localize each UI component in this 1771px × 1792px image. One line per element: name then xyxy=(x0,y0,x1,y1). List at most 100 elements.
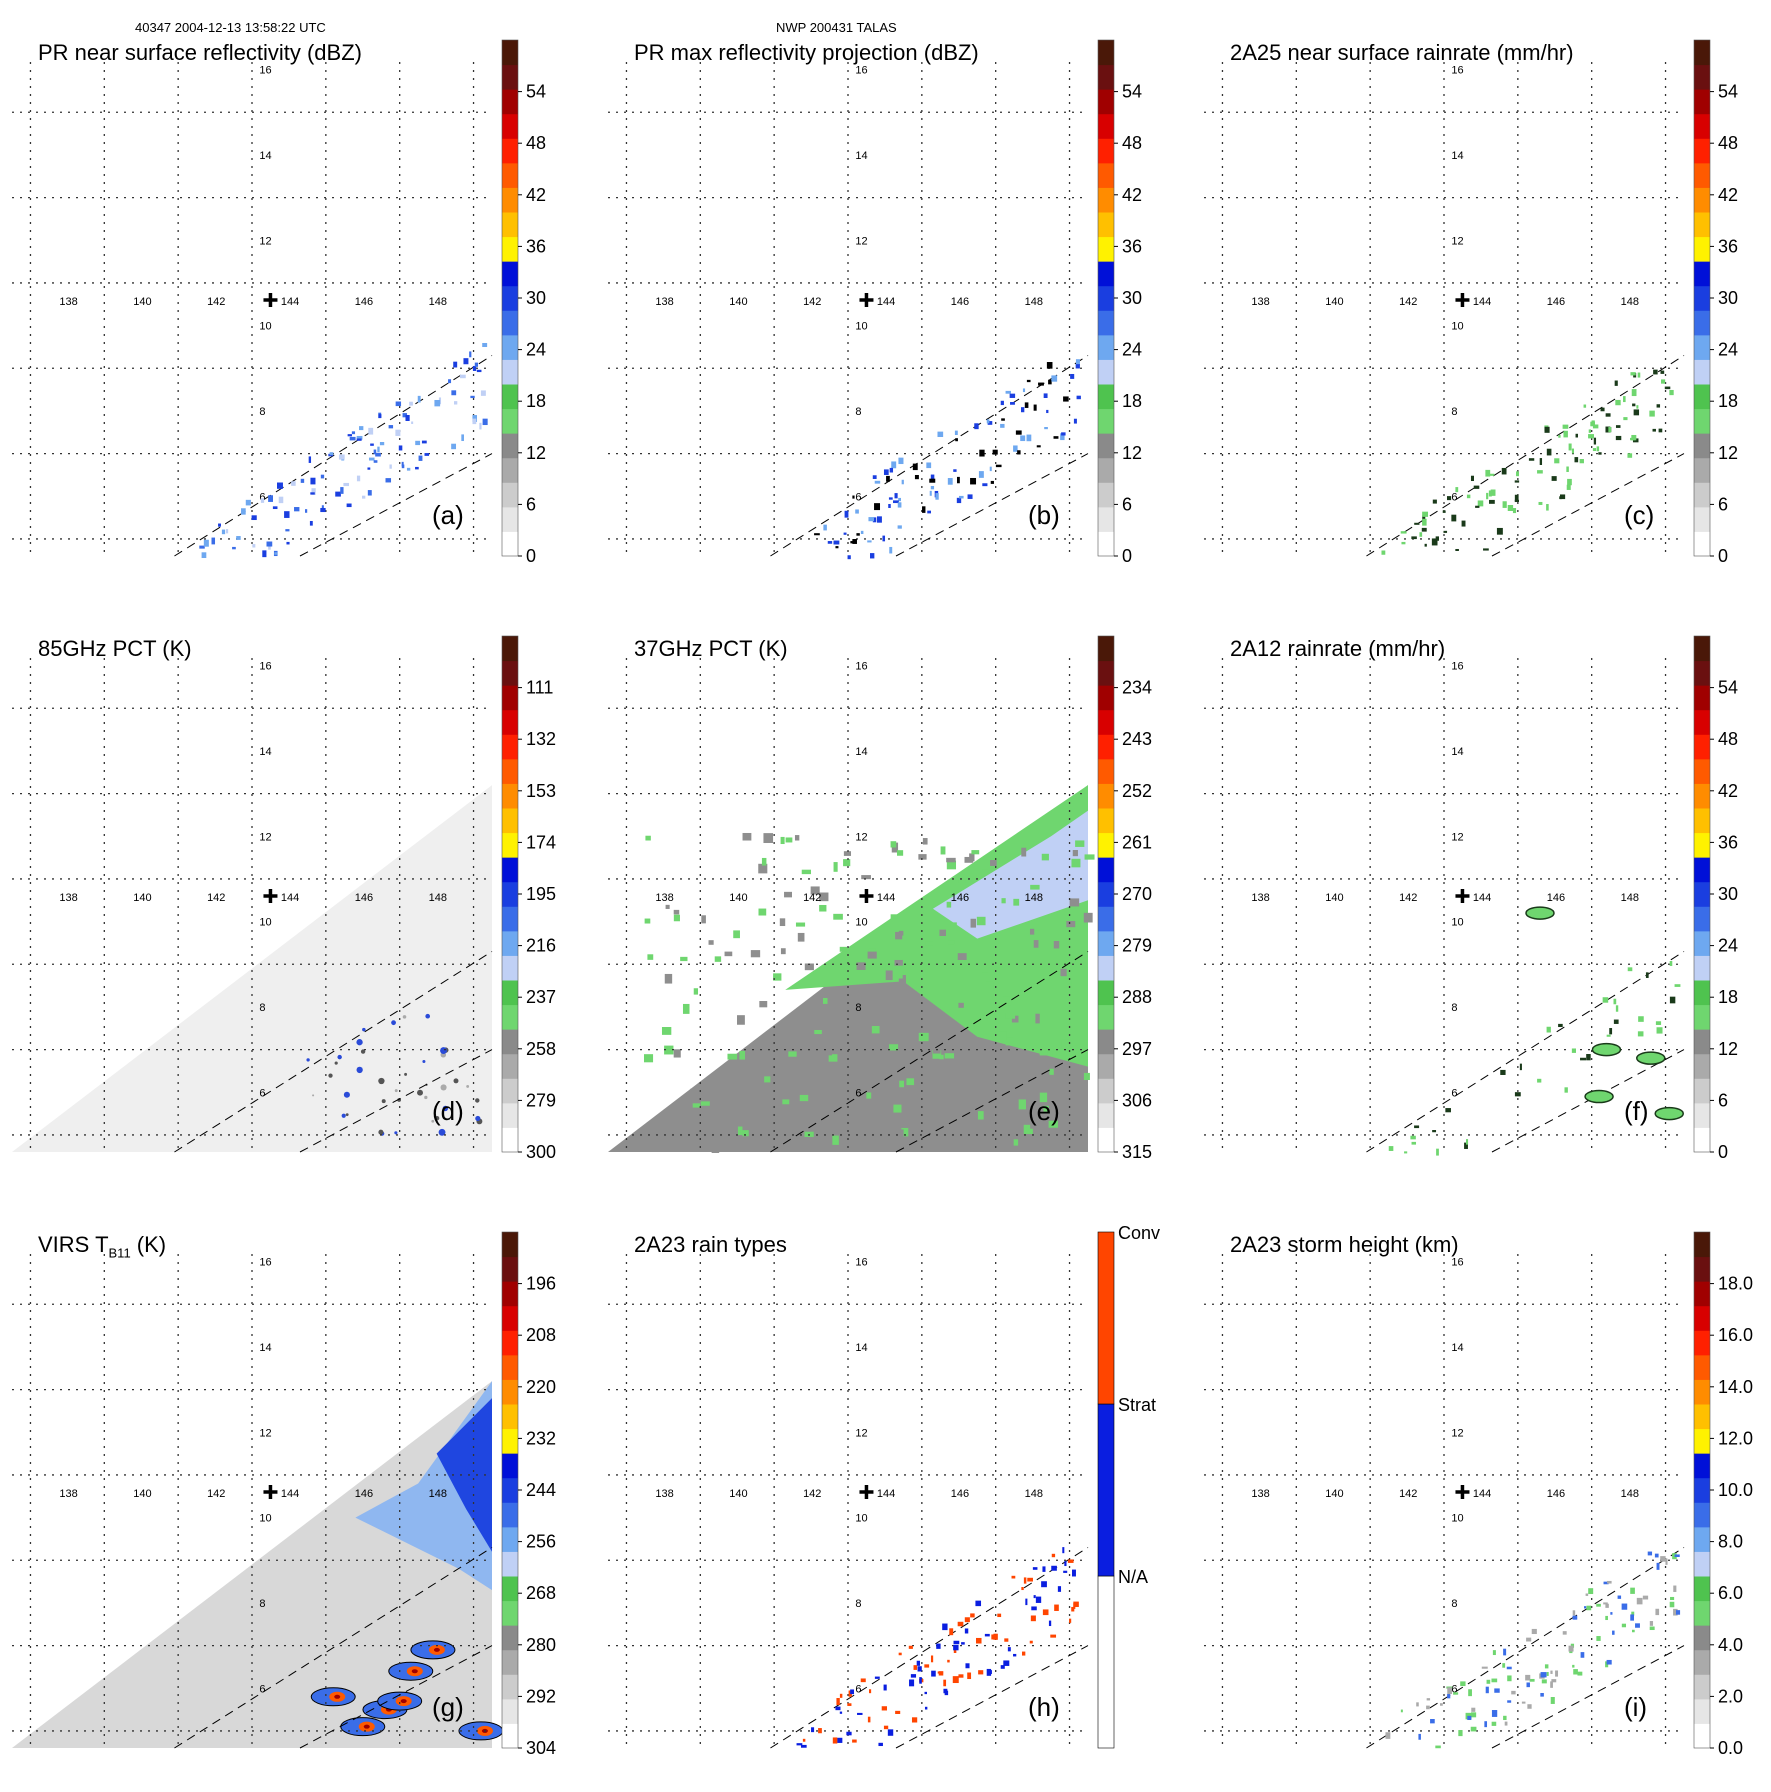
lat-label: 6 xyxy=(1451,1087,1457,1099)
colorbar-tick-label: 14.0 xyxy=(1718,1377,1753,1397)
lat-label: 8 xyxy=(855,406,861,418)
echo-pixel xyxy=(1422,511,1429,517)
echo-pixel xyxy=(251,515,257,521)
echo-pixel xyxy=(268,495,273,502)
virs-cell-peak xyxy=(334,1694,341,1699)
echo-pixel xyxy=(308,456,312,463)
echo-pixel xyxy=(368,427,374,435)
echo-pixel xyxy=(1674,984,1681,987)
echo-pixel xyxy=(1550,1670,1553,1674)
pct37-pixel xyxy=(885,970,893,981)
colorbar-segment xyxy=(502,930,518,956)
colorbar-segment xyxy=(502,1551,518,1577)
pct37-pixel xyxy=(871,1025,880,1034)
echo-pixel xyxy=(1485,469,1491,477)
lon-label: 148 xyxy=(429,1488,447,1500)
echo-pixel xyxy=(472,418,477,425)
pct37-pixel xyxy=(948,922,957,930)
echo-pixel xyxy=(1609,1028,1613,1035)
colorbar-segment xyxy=(502,1526,518,1552)
pr-swath-edge xyxy=(1491,453,1685,557)
lat-label: 12 xyxy=(855,235,867,247)
echo-pixel xyxy=(1050,1634,1057,1638)
lon-label: 140 xyxy=(133,1488,151,1500)
colorbar-tick-label: 30 xyxy=(526,288,546,308)
storm-center-marker xyxy=(1455,889,1470,903)
echo-pixel xyxy=(1466,494,1471,499)
echo-pixel xyxy=(278,496,284,504)
echo-pixel xyxy=(1432,1130,1437,1133)
colorbar-segment xyxy=(502,1698,518,1724)
echo-pixel xyxy=(1546,1026,1551,1033)
echo-pixel xyxy=(454,401,458,405)
colorbar-segment xyxy=(1694,1526,1710,1552)
echo-pixel xyxy=(395,429,401,436)
echo-pixel xyxy=(953,1640,960,1645)
echo-pixel xyxy=(356,435,363,440)
lat-label: 12 xyxy=(1451,831,1463,843)
echo-pixel xyxy=(320,474,325,479)
colorbar-tick-label: 30 xyxy=(1718,884,1738,904)
echo-pixel xyxy=(311,488,316,495)
lat-label: 6 xyxy=(259,1683,265,1695)
colorbar-segment xyxy=(1694,1330,1710,1356)
echo-pixel xyxy=(1563,430,1568,438)
echo-pixel xyxy=(1572,1615,1578,1620)
colorbar-segment xyxy=(502,384,518,410)
pct37-pixel xyxy=(1072,849,1078,857)
echo-pixel xyxy=(1630,1587,1635,1594)
lat-label: 10 xyxy=(259,1513,271,1525)
pct37-pixel xyxy=(1033,940,1039,948)
echo-pixel xyxy=(409,401,413,406)
pct37-pixel xyxy=(673,914,680,922)
panel-g: 138 140 142 144 146 148 6 8 10 12 14 16 304 292 280 268… xyxy=(0,1192,590,1792)
colorbar-segment xyxy=(502,1625,518,1651)
colorbar-segment xyxy=(502,1256,518,1282)
colorbar-segment xyxy=(502,1281,518,1307)
echo-pixel xyxy=(1477,500,1484,507)
echo-pixel xyxy=(1591,420,1595,426)
pct37-pixel xyxy=(1023,1124,1033,1135)
echo-pixel xyxy=(1658,428,1663,433)
echo-pixel xyxy=(1401,541,1406,545)
colorbar-segment xyxy=(1097,1231,1115,1405)
echo-pixel xyxy=(1481,1666,1488,1669)
echo-pixel xyxy=(1615,399,1621,406)
echo-pixel xyxy=(346,503,352,508)
echo-pixel xyxy=(1424,543,1427,547)
echo-pixel xyxy=(1588,1588,1594,1595)
lat-label: 12 xyxy=(259,1427,271,1439)
echo-pixel xyxy=(1430,1719,1435,1724)
colorbar-segment xyxy=(1694,64,1710,90)
pct37-pixel xyxy=(867,994,872,1000)
echo-pixel xyxy=(1544,1664,1549,1669)
pct37-pixel xyxy=(1078,1089,1084,1095)
pct37-pixel xyxy=(832,1135,839,1145)
pct37-pixel xyxy=(742,1130,749,1137)
pct37-blue-region xyxy=(932,810,1088,939)
colorbar-segment xyxy=(1694,384,1710,410)
echo-pixel xyxy=(1026,379,1031,383)
colorbar-tick-label: 244 xyxy=(526,1480,556,1500)
colorbar-tick-label: 6 xyxy=(1718,494,1728,514)
echo-pixel xyxy=(1612,1630,1615,1635)
colorbar-tick-label: 36 xyxy=(1122,236,1142,256)
echo-pixel xyxy=(888,497,893,500)
lon-label: 142 xyxy=(1399,296,1417,308)
echo-pixel xyxy=(451,443,457,450)
echo-pixel xyxy=(1631,1629,1635,1633)
lon-label: 146 xyxy=(355,296,373,308)
echo-pixel xyxy=(876,516,882,523)
lon-label: 142 xyxy=(207,892,225,904)
pct37-pixel xyxy=(981,963,989,973)
rain-cell xyxy=(1591,1042,1622,1057)
echo-pixel xyxy=(359,426,364,431)
lon-label: 148 xyxy=(1025,892,1043,904)
pct37-pixel xyxy=(1014,1125,1020,1134)
echo-pixel xyxy=(411,421,414,424)
colorbar-tick-label: 18 xyxy=(1718,987,1738,1007)
colorbar-tick-label: 24 xyxy=(1122,340,1142,360)
echo-pixel xyxy=(989,466,992,472)
echo-pixel xyxy=(1471,1707,1476,1712)
echo-pixel xyxy=(1596,446,1600,452)
